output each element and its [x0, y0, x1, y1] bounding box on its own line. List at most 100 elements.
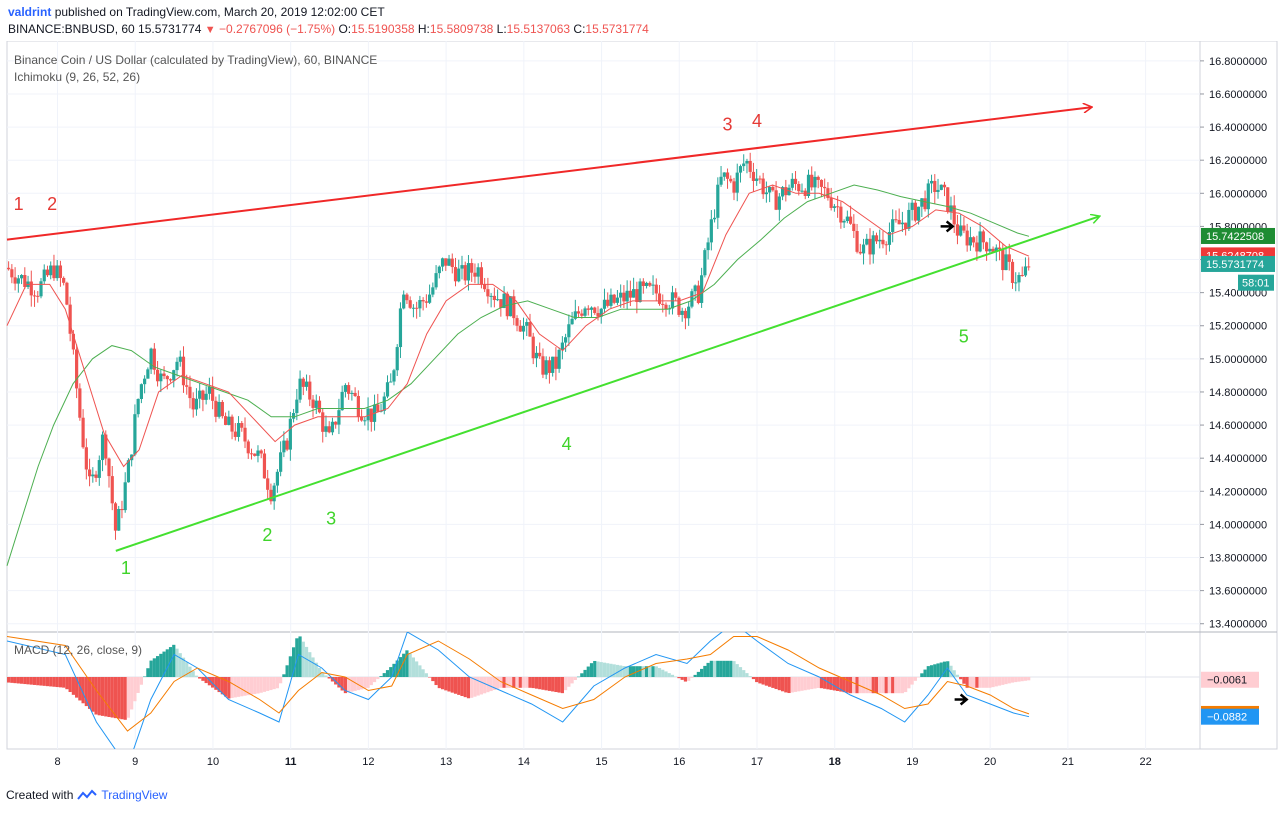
macd-histogram-bar — [878, 677, 882, 694]
candle-body — [214, 400, 218, 417]
candle-body — [942, 184, 947, 188]
macd-histogram-bar — [735, 664, 739, 677]
candle-body — [330, 421, 335, 433]
candle — [275, 469, 280, 493]
candle-body — [891, 219, 895, 233]
candle-body — [700, 275, 704, 303]
candle — [291, 408, 296, 423]
candle-body — [149, 348, 153, 370]
candle — [483, 277, 487, 292]
candle — [334, 421, 338, 429]
ichimoku-label[interactable]: Ichimoku (9, 26, 52, 26) — [14, 70, 141, 84]
macd-histogram-bar — [612, 664, 616, 677]
candle-body — [810, 174, 814, 188]
macd-histogram-bar — [742, 670, 746, 677]
candle — [486, 277, 490, 304]
candle-body — [638, 281, 642, 302]
candle-body — [317, 400, 322, 413]
macd-histogram-bar — [178, 653, 182, 677]
candle — [249, 448, 254, 460]
candle — [172, 369, 176, 388]
candle — [842, 219, 846, 229]
candle — [991, 246, 995, 252]
macd-histogram-bar — [217, 677, 221, 693]
candle — [949, 196, 953, 220]
candle — [385, 375, 390, 399]
candle-body — [904, 222, 908, 229]
macd-histogram-bar — [447, 677, 451, 692]
candle — [764, 181, 768, 203]
macd-histogram-bar — [496, 677, 500, 689]
candle — [606, 292, 610, 308]
macd-histogram-bar — [152, 658, 156, 677]
macd-histogram-bar — [285, 665, 289, 677]
price-change: −0.2767096 (−1.75%) — [219, 22, 336, 36]
macd-histogram-bar — [580, 673, 584, 677]
candle — [832, 204, 836, 212]
author-link[interactable]: valdrint — [8, 5, 52, 19]
y-tick-label: 14.8000000 — [1209, 387, 1267, 399]
macd-histogram-bar — [223, 677, 228, 697]
macd-histogram-bar — [470, 677, 474, 698]
candle — [615, 290, 620, 306]
macd-histogram-bar — [865, 677, 869, 694]
candle-body — [172, 370, 176, 381]
macd-histogram-bar — [842, 677, 846, 693]
candle-body — [806, 174, 811, 197]
tradingview-brand[interactable]: TradingView — [101, 788, 168, 802]
macd-histogram-bar — [279, 677, 283, 684]
candle — [55, 260, 59, 281]
candle — [382, 392, 386, 415]
candle — [687, 301, 691, 326]
macd-histogram-bar — [437, 677, 441, 689]
candle-body — [489, 295, 493, 297]
macd-histogram-bar — [13, 677, 17, 684]
macd-histogram-bar — [926, 666, 930, 677]
candle-body — [518, 325, 522, 332]
macd-histogram-bar — [324, 675, 328, 677]
candle-body — [855, 231, 859, 252]
candle-body — [625, 290, 629, 302]
time-axis[interactable]: 8 9 10 11 12 13 14 15 16 17 18 19 20 21 22 — [54, 756, 1151, 768]
candle-body — [415, 307, 419, 309]
macd-histogram-bar — [518, 677, 522, 688]
candle — [343, 383, 348, 398]
macd-histogram-bar — [975, 677, 979, 688]
candle — [201, 389, 205, 412]
candle — [884, 241, 888, 255]
candle — [648, 281, 652, 288]
candle — [359, 409, 364, 422]
candle-body — [1010, 261, 1015, 283]
candle — [327, 421, 331, 434]
x-tick-label: 17 — [751, 756, 763, 768]
candle-body — [528, 322, 532, 337]
price-axis[interactable]: 13.4000000 13.6000000 13.8000000 14.0000000… — [1200, 56, 1275, 725]
candle-body — [211, 386, 215, 401]
candle-body — [703, 250, 707, 276]
candle — [162, 366, 166, 380]
candle-body — [567, 324, 571, 338]
macd-histogram-bar — [369, 677, 373, 686]
macd-histogram-bar — [573, 677, 577, 681]
candle-body — [920, 198, 924, 207]
macd-pane[interactable] — [7, 623, 1200, 767]
macd-histogram-bar — [981, 677, 985, 688]
macd-histogram-bar — [39, 677, 43, 686]
macd-histogram-bar — [10, 677, 14, 683]
macd-histogram-bar — [45, 677, 50, 687]
candle-body — [826, 188, 830, 199]
macd-histogram-bar — [162, 651, 166, 677]
macd-pane-title[interactable]: MACD (12, 26, close, 9) — [14, 643, 143, 657]
candle-body — [457, 268, 461, 282]
macd-histogram-bar — [900, 677, 904, 694]
macd-histogram-bar — [845, 677, 849, 693]
candle — [392, 368, 396, 386]
macd-histogram-bar — [589, 663, 594, 677]
candle — [376, 393, 380, 412]
macd-histogram-bar — [547, 677, 552, 691]
candle-body — [612, 294, 616, 303]
candle — [907, 202, 911, 232]
macd-histogram-bar — [68, 677, 72, 693]
